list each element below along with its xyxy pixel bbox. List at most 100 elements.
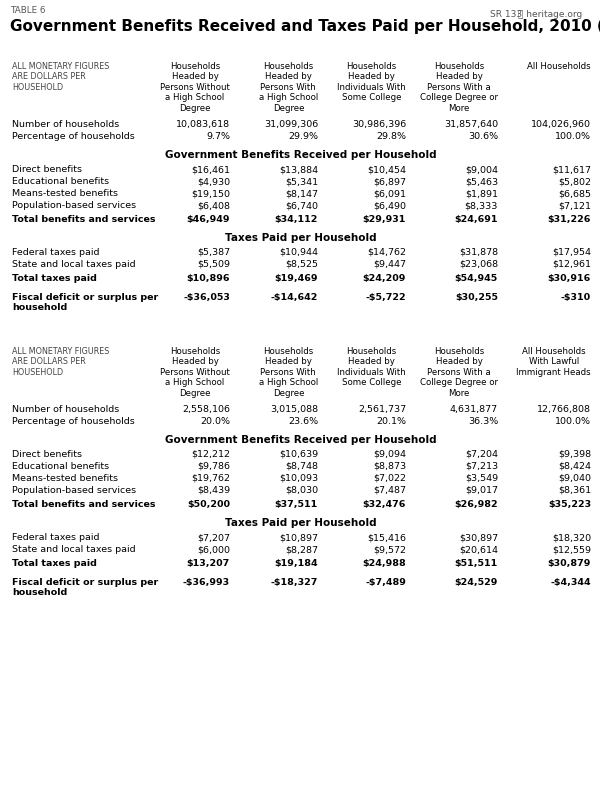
- Text: 30.6%: 30.6%: [468, 132, 498, 141]
- Text: 20.0%: 20.0%: [200, 417, 230, 426]
- Text: Means-tested benefits: Means-tested benefits: [12, 189, 118, 198]
- Text: $7,213: $7,213: [465, 462, 498, 471]
- Text: Total taxes paid: Total taxes paid: [12, 559, 97, 568]
- Text: $30,879: $30,879: [548, 559, 591, 568]
- Text: Government Benefits Received per Household: Government Benefits Received per Househo…: [164, 435, 436, 445]
- Text: State and local taxes paid: State and local taxes paid: [12, 260, 136, 269]
- Text: $9,398: $9,398: [558, 450, 591, 459]
- Text: $10,454: $10,454: [367, 165, 406, 174]
- Text: $46,949: $46,949: [187, 215, 230, 224]
- Text: 100.0%: 100.0%: [555, 132, 591, 141]
- Text: $6,897: $6,897: [373, 177, 406, 186]
- Text: All Households: All Households: [527, 62, 591, 71]
- Text: $20,614: $20,614: [459, 545, 498, 554]
- Text: $9,040: $9,040: [558, 474, 591, 483]
- Text: 31,857,640: 31,857,640: [444, 120, 498, 129]
- Text: $8,748: $8,748: [285, 462, 318, 471]
- Text: Households
Headed by
Persons Without
a High School
Degree: Households Headed by Persons Without a H…: [160, 62, 230, 113]
- Text: 104,026,960: 104,026,960: [531, 120, 591, 129]
- Text: 🏛 heritage.org: 🏛 heritage.org: [518, 10, 582, 19]
- Text: Households
Headed by
Persons With
a High School
Degree: Households Headed by Persons With a High…: [259, 62, 318, 113]
- Text: $19,150: $19,150: [191, 189, 230, 198]
- Text: $6,000: $6,000: [197, 545, 230, 554]
- Text: $10,896: $10,896: [187, 274, 230, 283]
- Text: $8,439: $8,439: [197, 486, 230, 495]
- Text: 12,766,808: 12,766,808: [537, 405, 591, 414]
- Text: $24,209: $24,209: [362, 274, 406, 283]
- Text: $26,982: $26,982: [454, 500, 498, 509]
- Text: $12,212: $12,212: [191, 450, 230, 459]
- Text: $19,184: $19,184: [274, 559, 318, 568]
- Text: Households
Headed by
Individuals With
Some College: Households Headed by Individuals With So…: [337, 347, 406, 387]
- Text: $14,762: $14,762: [367, 248, 406, 257]
- Text: Government Benefits Received per Household: Government Benefits Received per Househo…: [164, 150, 436, 160]
- Text: $7,204: $7,204: [465, 450, 498, 459]
- Text: Households
Headed by
Individuals With
Some College: Households Headed by Individuals With So…: [337, 62, 406, 102]
- Text: Fiscal deficit or surplus per
household: Fiscal deficit or surplus per household: [12, 293, 158, 312]
- Text: $5,509: $5,509: [197, 260, 230, 269]
- Text: -$36,053: -$36,053: [183, 293, 230, 302]
- Text: $23,068: $23,068: [459, 260, 498, 269]
- Text: $7,207: $7,207: [197, 533, 230, 542]
- Text: $12,961: $12,961: [552, 260, 591, 269]
- Text: $6,740: $6,740: [285, 201, 318, 210]
- Text: Population-based services: Population-based services: [12, 486, 136, 495]
- Text: $3,549: $3,549: [465, 474, 498, 483]
- Text: 100.0%: 100.0%: [555, 417, 591, 426]
- Text: $51,511: $51,511: [455, 559, 498, 568]
- Text: $54,945: $54,945: [455, 274, 498, 283]
- Text: $9,094: $9,094: [373, 450, 406, 459]
- Text: Educational benefits: Educational benefits: [12, 462, 109, 471]
- Text: $10,944: $10,944: [279, 248, 318, 257]
- Text: 2,558,106: 2,558,106: [182, 405, 230, 414]
- Text: Number of households: Number of households: [12, 405, 119, 414]
- Text: $16,461: $16,461: [191, 165, 230, 174]
- Text: Government Benefits Received and Taxes Paid per Household, 2010 (Page 1 of 2): Government Benefits Received and Taxes P…: [10, 19, 600, 34]
- Text: Educational benefits: Educational benefits: [12, 177, 109, 186]
- Text: -$18,327: -$18,327: [271, 578, 318, 587]
- Text: $18,320: $18,320: [552, 533, 591, 542]
- Text: Number of households: Number of households: [12, 120, 119, 129]
- Text: $10,897: $10,897: [279, 533, 318, 542]
- Text: -$7,489: -$7,489: [365, 578, 406, 587]
- Text: $37,511: $37,511: [275, 500, 318, 509]
- Text: $8,873: $8,873: [373, 462, 406, 471]
- Text: $8,525: $8,525: [285, 260, 318, 269]
- Text: $35,223: $35,223: [548, 500, 591, 509]
- Text: $31,226: $31,226: [548, 215, 591, 224]
- Text: $32,476: $32,476: [362, 500, 406, 509]
- Text: $9,447: $9,447: [373, 260, 406, 269]
- Text: 10,083,618: 10,083,618: [176, 120, 230, 129]
- Text: LAWFUL IMMIGRANT HOUSEHOLDS: LAWFUL IMMIGRANT HOUSEHOLDS: [184, 330, 417, 343]
- Text: SR 133: SR 133: [490, 10, 522, 19]
- Text: $9,004: $9,004: [465, 165, 498, 174]
- Text: 30,986,396: 30,986,396: [352, 120, 406, 129]
- Text: $29,931: $29,931: [362, 215, 406, 224]
- Text: 3,015,088: 3,015,088: [270, 405, 318, 414]
- Text: -$5,722: -$5,722: [365, 293, 406, 302]
- Text: $8,333: $8,333: [464, 201, 498, 210]
- Text: Federal taxes paid: Federal taxes paid: [12, 533, 100, 542]
- Text: Direct benefits: Direct benefits: [12, 450, 82, 459]
- Text: $8,287: $8,287: [285, 545, 318, 554]
- Text: ALL MONETARY FIGURES
ARE DOLLARS PER
HOUSEHOLD: ALL MONETARY FIGURES ARE DOLLARS PER HOU…: [12, 347, 109, 377]
- Text: -$14,642: -$14,642: [271, 293, 318, 302]
- Text: Population-based services: Population-based services: [12, 201, 136, 210]
- Text: 23.6%: 23.6%: [288, 417, 318, 426]
- Text: $31,878: $31,878: [459, 248, 498, 257]
- Text: TABLE 6: TABLE 6: [10, 6, 46, 15]
- Text: $24,988: $24,988: [362, 559, 406, 568]
- Text: $8,424: $8,424: [558, 462, 591, 471]
- Text: $8,147: $8,147: [285, 189, 318, 198]
- Text: Percentage of households: Percentage of households: [12, 417, 135, 426]
- Text: $50,200: $50,200: [187, 500, 230, 509]
- Text: $9,572: $9,572: [373, 545, 406, 554]
- Text: $7,121: $7,121: [558, 201, 591, 210]
- Text: $6,408: $6,408: [197, 201, 230, 210]
- Text: Taxes Paid per Household: Taxes Paid per Household: [224, 518, 376, 528]
- Text: Total benefits and services: Total benefits and services: [12, 215, 155, 224]
- Text: $24,691: $24,691: [455, 215, 498, 224]
- Text: $30,897: $30,897: [459, 533, 498, 542]
- Text: NON-IMMIGRANT HOUSEHOLDS: NON-IMMIGRANT HOUSEHOLDS: [196, 45, 405, 58]
- Text: All Households
With Lawful
Immigrant Heads: All Households With Lawful Immigrant Hea…: [517, 347, 591, 377]
